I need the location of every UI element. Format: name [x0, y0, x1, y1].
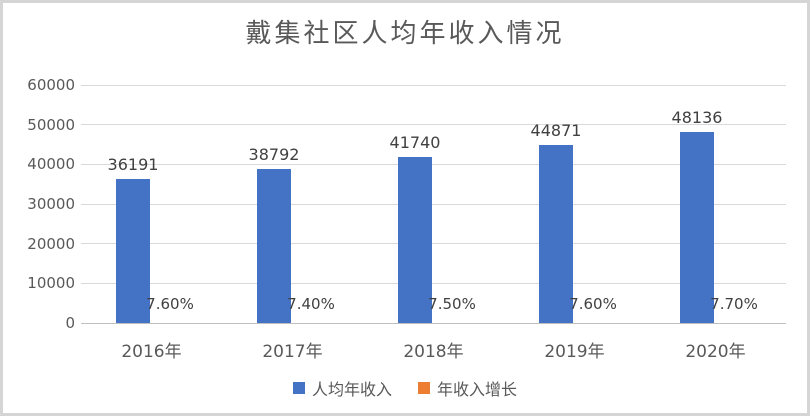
- bar-2019年-income[interactable]: [539, 145, 573, 323]
- bar-value-label: 38792: [248, 145, 300, 164]
- x-axis-tick-label: 2019年: [544, 342, 605, 362]
- bar-value-label: 36191: [107, 155, 159, 174]
- gridline: [81, 203, 786, 205]
- legend-label: 年收入增长: [437, 380, 518, 399]
- legend-swatch-icon: [292, 382, 305, 394]
- growth-value-label: 7.60%: [569, 295, 617, 313]
- bar-value-label: 44871: [530, 121, 582, 140]
- x-axis-line: [81, 322, 786, 324]
- y-axis-tick-label: 40000: [27, 155, 75, 174]
- y-axis-tick-label: 30000: [27, 195, 75, 213]
- y-axis-tick-label: 0: [65, 314, 75, 332]
- y-axis-tick-label: 50000: [27, 115, 75, 134]
- bar-2016年-income[interactable]: [116, 179, 150, 323]
- chart-title: 戴集社区人均年收入情况: [245, 19, 565, 49]
- gridline: [81, 124, 786, 126]
- bar-value-label: 48136: [671, 108, 723, 127]
- gridline: [81, 243, 786, 245]
- growth-value-label: 7.70%: [710, 295, 758, 313]
- legend-label: 人均年收入: [311, 380, 392, 399]
- legend-item-growth[interactable]: 年收入增长: [418, 376, 517, 400]
- x-axis-tick-label: 2020年: [685, 342, 746, 362]
- bar-2018年-income[interactable]: [398, 157, 432, 323]
- legend-swatch-icon: [418, 382, 430, 394]
- x-axis-tick-label: 2016年: [121, 342, 182, 362]
- gridline: [81, 163, 786, 165]
- growth-value-label: 7.40%: [287, 295, 335, 313]
- x-axis-tick-label: 2017年: [262, 342, 323, 362]
- y-axis-tick-label: 20000: [27, 234, 75, 253]
- gridline: [81, 282, 786, 284]
- bar-value-label: 41740: [389, 133, 441, 152]
- x-axis-tick-label: 2018年: [403, 342, 464, 362]
- growth-value-label: 7.50%: [428, 295, 476, 313]
- y-axis-tick-label: 60000: [27, 76, 75, 94]
- bar-2020年-income[interactable]: [680, 132, 714, 323]
- plot-area: 0 10000 20000 30000 40000 50000 60000 36191 7.60…: [3, 3, 807, 413]
- bar-2017年-income[interactable]: [257, 169, 291, 323]
- legend-item-income[interactable]: 人均年收入: [292, 376, 392, 400]
- growth-value-label: 7.60%: [146, 295, 194, 313]
- legend: 人均年收入 年收入增长: [3, 376, 807, 400]
- gridline: [81, 84, 786, 86]
- y-axis-tick-label: 10000: [27, 274, 75, 293]
